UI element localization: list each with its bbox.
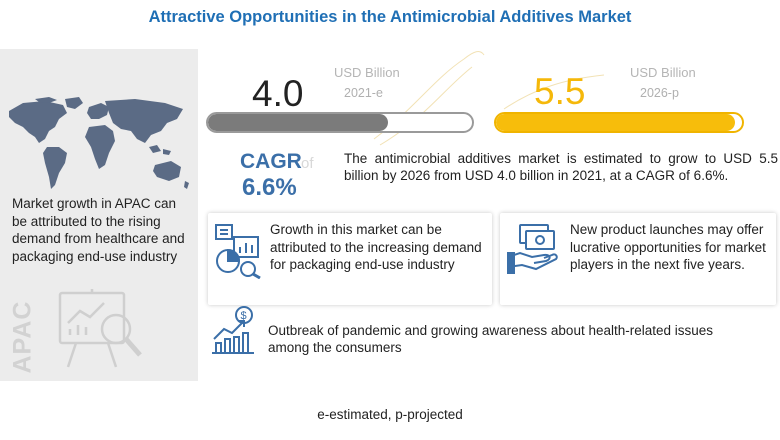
insight-pandemic-text: Outbreak of pandemic and growing awarene… xyxy=(268,323,714,355)
cagr-of: of xyxy=(301,155,314,172)
current-value-bar xyxy=(206,112,474,133)
cagr-label: CAGR xyxy=(240,150,302,173)
current-market-value: 4.0 xyxy=(252,73,304,114)
projected-value-bar-fill xyxy=(496,114,735,131)
presentation-board-magnifier-icon xyxy=(58,289,142,368)
insight-new-products-text: New product launches may offer lucrative… xyxy=(570,222,766,272)
packaging-analytics-icon xyxy=(215,224,261,279)
current-year: 2021-e xyxy=(344,86,383,100)
footnote: e-estimated, p-projected xyxy=(317,407,463,422)
current-value-bar-fill xyxy=(208,114,388,131)
current-unit: USD Billion xyxy=(334,65,400,80)
apac-panel: Market growth in APAC can be attributed … xyxy=(0,49,198,381)
market-overview-panel: 4.0 USD Billion 2021-e 5.5 USD Billion 2… xyxy=(204,49,780,381)
projected-market-value: 5.5 xyxy=(534,71,586,112)
page-title: Attractive Opportunities in the Antimicr… xyxy=(148,8,632,26)
apac-growth-text: Market growth in APAC can be attributed … xyxy=(12,196,185,264)
growth-chart-icon: $ xyxy=(212,306,254,354)
insight-card-new-products: New product launches may offer lucrative… xyxy=(500,213,776,305)
insight-card-packaging: Growth in this market can be attributed … xyxy=(208,213,492,305)
svg-text:$: $ xyxy=(241,310,247,322)
projected-year: 2026-p xyxy=(640,86,679,100)
market-summary: The antimicrobial additives market is es… xyxy=(344,151,778,183)
projected-value-bar xyxy=(494,112,744,133)
cagr-value: 6.6% xyxy=(242,174,297,201)
apac-region-label: APAC xyxy=(8,300,37,374)
projected-unit: USD Billion xyxy=(630,65,696,80)
insight-packaging-text: Growth in this market can be attributed … xyxy=(270,222,482,272)
money-hand-icon xyxy=(507,224,558,274)
world-map-icon xyxy=(9,97,189,189)
